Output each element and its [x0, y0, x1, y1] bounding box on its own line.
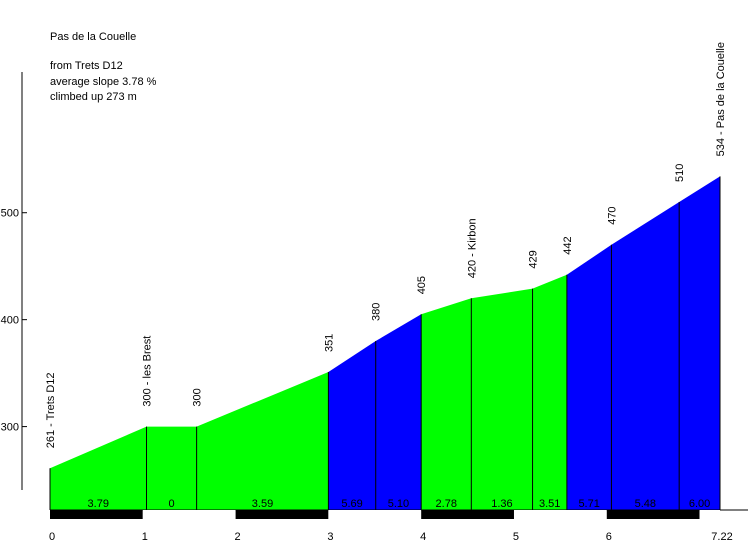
x-tick-label: 6 — [606, 531, 612, 543]
slope-label: 3.79 — [88, 498, 109, 510]
x-tick-label: 2 — [235, 531, 241, 543]
km-scale-block — [421, 510, 514, 519]
slope-segment — [566, 244, 612, 511]
slope-segment — [532, 274, 567, 510]
elevation-label: 420 - Kirbon — [466, 218, 478, 278]
slope-label: 1.36 — [491, 498, 512, 510]
slope-segment — [146, 426, 197, 510]
chart-title: Pas de la Couelle — [50, 31, 137, 43]
x-tick-label: 7.22 — [711, 531, 732, 543]
elevation-label: 261 - Trets D12 — [45, 372, 57, 448]
slope-segment — [196, 372, 329, 510]
slope-label: 5.48 — [635, 498, 656, 510]
km-scale-block — [142, 510, 236, 519]
x-tick-label: 4 — [420, 531, 426, 543]
x-tick-label: 5 — [513, 531, 519, 543]
y-tick-label: 500 — [1, 208, 19, 220]
elevation-label: 380 — [371, 303, 383, 321]
x-tick-label: 3 — [327, 531, 333, 543]
km-scale-block — [606, 510, 700, 519]
elevation-label: 300 — [192, 388, 204, 406]
slope-segment — [611, 202, 680, 510]
km-scale-block — [328, 510, 422, 519]
slope-label: 5.69 — [341, 498, 362, 510]
slope-segment — [471, 288, 533, 510]
average-slope-text: average slope 3.78 % — [50, 76, 157, 88]
slope-label: 5.10 — [388, 498, 409, 510]
slope-label: 3.59 — [252, 498, 273, 510]
elevation-label: 429 — [528, 250, 540, 268]
slope-segment — [50, 426, 147, 510]
x-tick-label: 0 — [49, 531, 55, 543]
elevation-label: 300 - les Brest — [142, 336, 154, 407]
elevation-label: 405 — [416, 276, 428, 294]
km-scale-block — [235, 510, 329, 519]
y-tick-label: 400 — [1, 315, 19, 327]
start-point-text: from Trets D12 — [50, 60, 123, 72]
slope-segment — [375, 314, 422, 510]
slope-label: 3.51 — [539, 498, 560, 510]
slope-label: 5.71 — [578, 498, 599, 510]
elevation-label: 534 - Pas de la Couelle — [715, 42, 727, 156]
climbed-text: climbed up 273 m — [50, 91, 137, 103]
km-scale-block — [513, 510, 607, 519]
slope-segment — [679, 176, 720, 510]
x-tick-label: 1 — [142, 531, 148, 543]
elevation-label: 470 — [606, 206, 618, 224]
elevation-label: 442 — [562, 236, 574, 254]
slope-label: 0 — [169, 498, 175, 510]
slope-label: 2.78 — [436, 498, 457, 510]
elevation-label: 510 — [674, 164, 686, 182]
slope-label: 6.00 — [689, 498, 710, 510]
slope-segment — [421, 298, 472, 510]
km-scale-block — [699, 510, 720, 519]
y-tick-label: 300 — [1, 422, 19, 434]
elevation-label: 351 — [323, 334, 335, 352]
km-scale-block — [50, 510, 143, 519]
slope-segment — [328, 341, 376, 510]
